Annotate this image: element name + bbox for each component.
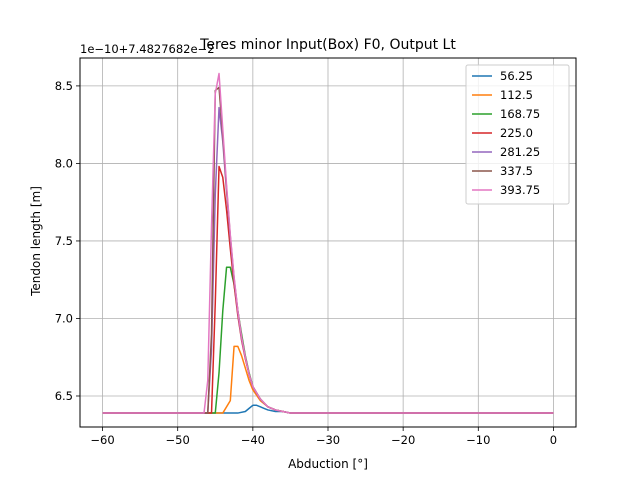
legend-label-3: 225.0 — [500, 126, 533, 140]
y-tick-label: 7.0 — [55, 311, 73, 325]
x-tick-label: −30 — [316, 433, 340, 447]
legend-label-5: 337.5 — [500, 164, 533, 178]
y-tick-label: 7.5 — [55, 234, 73, 248]
legend-label-6: 393.75 — [500, 183, 540, 197]
series-line-6 — [102, 72, 554, 414]
y-offset-text: 1e−10+7.4827682e−2 — [80, 42, 215, 56]
x-tick-label: 0 — [550, 433, 557, 447]
y-tick-label: 6.5 — [55, 389, 73, 403]
x-tick-label: −20 — [391, 433, 415, 447]
chart-title: Teres minor Input(Box) F0, Output Lt — [199, 37, 456, 53]
x-tick-label: −10 — [466, 433, 490, 447]
y-tick-label: 8.0 — [55, 156, 73, 170]
series-lines — [102, 72, 554, 414]
x-axis-label: Abduction [°] — [288, 457, 368, 471]
legend-label-2: 168.75 — [500, 107, 540, 121]
legend-box — [465, 64, 570, 205]
y-tick-label: 8.5 — [55, 79, 73, 93]
x-tick-label: −40 — [241, 433, 265, 447]
x-tick-label: −50 — [166, 433, 190, 447]
y-axis-label: Tendon length [m] — [29, 186, 43, 297]
legend: 56.25 112.5 168.75 225.0 281.25 337.5 393.75 — [465, 64, 570, 205]
y-axis: 6.5 7.0 7.5 8.0 8.5 — [55, 79, 80, 403]
legend-label-0: 56.25 — [500, 69, 533, 83]
legend-label-1: 112.5 — [500, 88, 533, 102]
legend-label-4: 281.25 — [500, 145, 540, 159]
x-tick-label: −60 — [90, 433, 114, 447]
x-axis: −60 −50 −40 −30 −20 −10 0 — [90, 427, 557, 447]
